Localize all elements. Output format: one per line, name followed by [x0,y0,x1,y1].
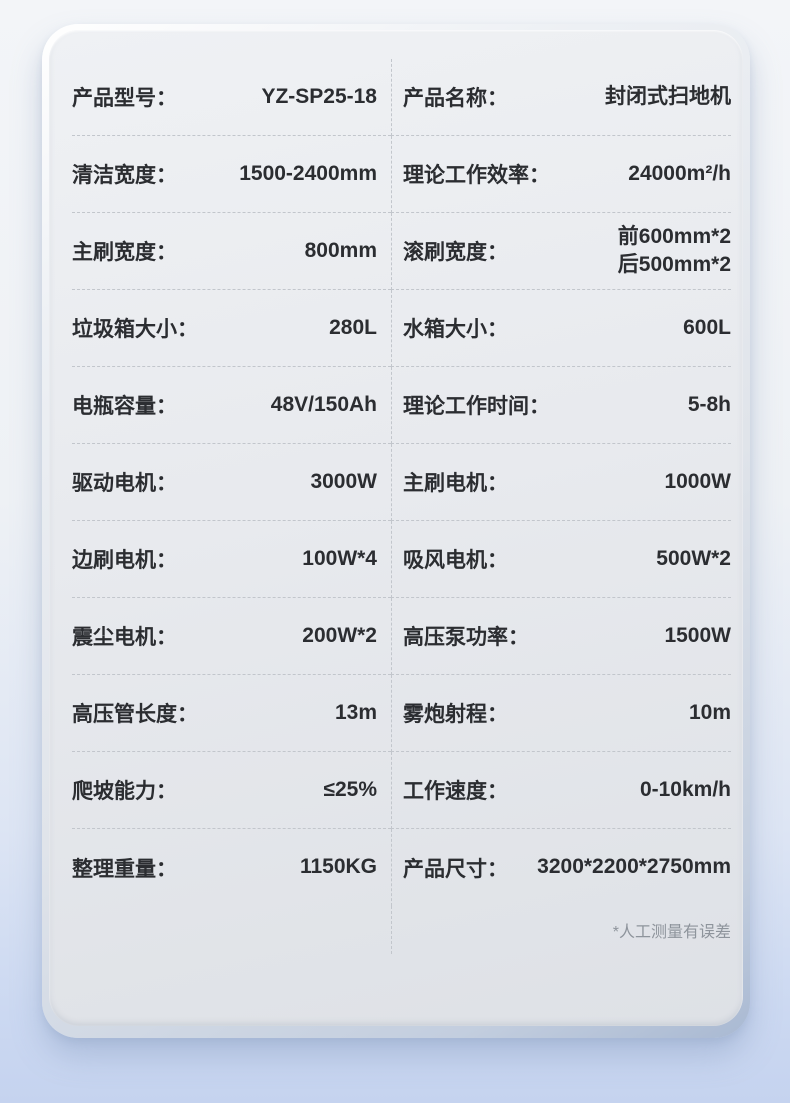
spec-label: 高压管长度： [72,703,198,726]
spec-label: 滚刷宽度： [403,241,508,264]
spec-row: 清洁宽度： 1500-2400mm 理论工作效率： 24000m²/h [72,136,731,213]
spec-label: 主刷宽度： [72,241,177,264]
spec-cell-left: 产品型号： YZ-SP25-18 [72,59,391,136]
spec-label: 雾炮射程： [403,703,508,726]
spec-card: 产品型号： YZ-SP25-18 产品名称： 封闭式扫地机 清洁宽度： 1500… [42,24,750,1038]
spec-cell-right: 高压泵功率： 1500W [391,598,731,675]
spec-row: 主刷宽度： 800mm 滚刷宽度： 前600mm*2 后500mm*2 [72,213,731,290]
spec-label: 产品名称： [403,87,508,110]
spec-value: 24000m²/h [628,161,731,185]
spec-row: 产品型号： YZ-SP25-18 产品名称： 封闭式扫地机 [72,59,731,136]
spec-cell-right: 滚刷宽度： 前600mm*2 后500mm*2 [391,213,731,290]
spec-label: 边刷电机： [72,549,177,572]
measurement-disclaimer: *人工测量有误差 [612,924,731,941]
spec-cell-right: 主刷电机： 1000W [391,444,731,521]
spec-value: 5-8h [687,392,731,416]
spec-cell-left: 驱动电机： 3000W [72,444,391,521]
spec-cell-right: 雾炮射程： 10m [391,675,731,752]
spec-value: 3000W [310,469,377,493]
spec-label: 水箱大小： [403,318,508,341]
spec-card-surface: 产品型号： YZ-SP25-18 产品名称： 封闭式扫地机 清洁宽度： 1500… [49,30,743,1026]
spec-value: 10m [688,700,731,724]
spec-cell-left: 电瓶容量： 48V/150Ah [72,367,391,444]
spec-row: 爬坡能力： ≤25% 工作速度： 0-10km/h [72,752,731,829]
spec-value: ≤25% [323,777,377,801]
spec-cell-right: 吸风电机： 500W*2 [391,521,731,598]
spec-cell-right: 产品名称： 封闭式扫地机 [391,59,731,136]
spec-cell-left: 震尘电机： 200W*2 [72,598,391,675]
spec-label: 主刷电机： [403,472,508,495]
spec-cell-left: 清洁宽度： 1500-2400mm [72,136,391,213]
spec-label: 工作速度： [403,780,508,803]
spec-row: 震尘电机： 200W*2 高压泵功率： 1500W [72,598,731,675]
spec-value: 1500-2400mm [239,161,377,185]
spec-cell-right: 水箱大小： 600L [391,290,731,367]
spec-cell-right: 产品尺寸： 3200*2200*2750mm [391,829,731,906]
spec-value: 1000W [664,469,731,493]
spec-value: 600L [683,315,731,339]
spec-value: 800mm [304,238,377,262]
spec-row: 垃圾箱大小： 280L 水箱大小： 600L [72,290,731,367]
spec-value: 1150KG [299,855,377,879]
spec-label: 清洁宽度： [72,164,177,187]
spec-cell-left: 高压管长度： 13m [72,675,391,752]
spec-row: 电瓶容量： 48V/150Ah 理论工作时间： 5-8h [72,367,731,444]
spec-table: 产品型号： YZ-SP25-18 产品名称： 封闭式扫地机 清洁宽度： 1500… [72,59,731,954]
spec-label: 震尘电机： [72,626,177,649]
footnote-row: *人工测量有误差 [72,906,731,954]
spec-label: 高压泵功率： [403,626,529,649]
spec-cell-right: *人工测量有误差 [391,906,731,954]
spec-cell-left: 主刷宽度： 800mm [72,213,391,290]
spec-cell-left: 爬坡能力： ≤25% [72,752,391,829]
spec-label: 驱动电机： [72,472,177,495]
spec-value: 封闭式扫地机 [605,84,731,108]
spec-value: 13m [334,700,377,724]
spec-label: 理论工作时间： [403,395,550,418]
spec-row: 边刷电机： 100W*4 吸风电机： 500W*2 [72,521,731,598]
spec-cell-right: 工作速度： 0-10km/h [391,752,731,829]
spec-value: 500W*2 [656,546,731,570]
spec-cell-right: 理论工作效率： 24000m²/h [391,136,731,213]
spec-label: 产品型号： [72,87,177,110]
spec-label: 爬坡能力： [72,780,177,803]
spec-label: 产品尺寸： [403,857,508,881]
spec-cell-right: 理论工作时间： 5-8h [391,367,731,444]
spec-value: 280L [329,315,377,339]
spec-label: 理论工作效率： [403,164,550,187]
spec-value: 48V/150Ah [270,392,377,416]
spec-value: 100W*4 [302,546,377,570]
spec-label: 整理重量： [72,857,177,881]
spec-cell-left [72,906,391,954]
spec-value: 1500W [664,623,731,647]
spec-row: 整理重量： 1150KG 产品尺寸： 3200*2200*2750mm [72,829,731,906]
spec-value: YZ-SP25-18 [261,84,377,108]
spec-cell-left: 边刷电机： 100W*4 [72,521,391,598]
spec-value: 3200*2200*2750mm [537,855,731,879]
spec-label: 电瓶容量： [72,395,177,418]
spec-value: 200W*2 [302,623,377,647]
spec-label: 吸风电机： [403,549,508,572]
spec-cell-left: 整理重量： 1150KG [72,829,391,906]
spec-row: 高压管长度： 13m 雾炮射程： 10m [72,675,731,752]
spec-row: 驱动电机： 3000W 主刷电机： 1000W [72,444,731,521]
spec-value: 前600mm*2 后500mm*2 [617,224,731,276]
spec-label: 垃圾箱大小： [72,318,198,341]
spec-value: 0-10km/h [639,777,731,801]
spec-cell-left: 垃圾箱大小： 280L [72,290,391,367]
